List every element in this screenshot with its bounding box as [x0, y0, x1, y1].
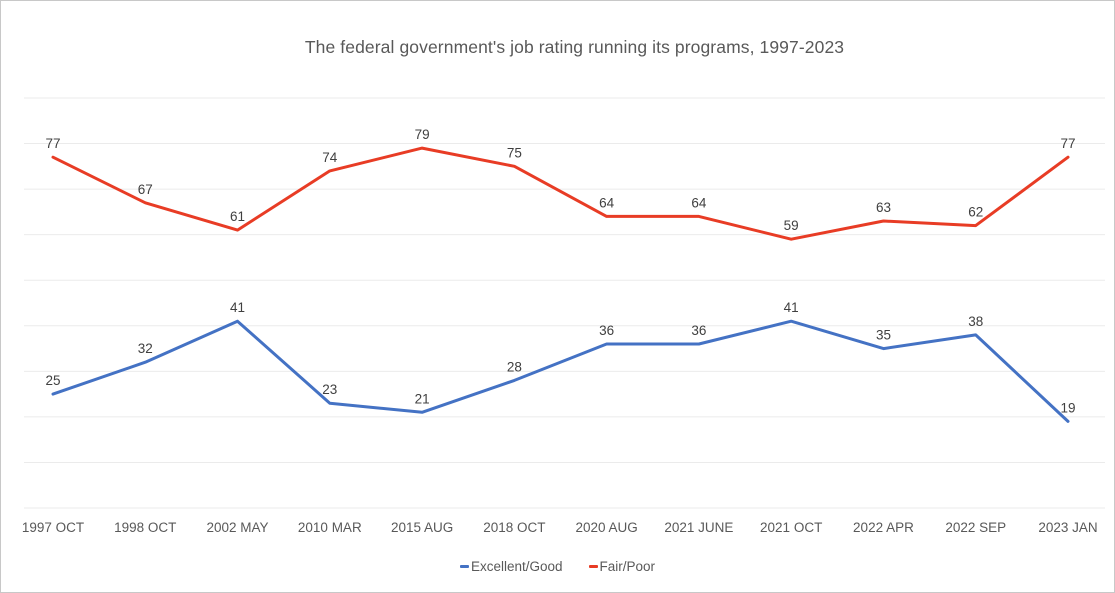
- x-axis-label: 2021 OCT: [760, 520, 822, 535]
- legend-item-excellent-good: Excellent/Good: [459, 559, 563, 574]
- data-label: 67: [138, 182, 153, 197]
- data-label: 36: [691, 323, 706, 338]
- data-label: 62: [968, 205, 983, 220]
- data-label: 38: [968, 314, 983, 329]
- x-axis-label: 2002 MAY: [207, 520, 269, 535]
- data-label: 41: [230, 300, 245, 315]
- data-label: 77: [1060, 136, 1075, 151]
- data-label: 79: [415, 127, 430, 142]
- data-label: 74: [322, 150, 338, 165]
- legend-label-excellent-good: Excellent/Good: [470, 559, 563, 574]
- data-label: 75: [507, 145, 522, 160]
- legend-marker-excellent-good-icon: [459, 565, 469, 568]
- legend: Excellent/Good Fair/Poor: [1, 559, 1114, 574]
- data-label: 36: [599, 323, 614, 338]
- data-label: 32: [138, 341, 153, 356]
- data-label: 64: [599, 195, 615, 210]
- data-label: 19: [1060, 400, 1075, 415]
- x-axis-label: 2022 SEP: [945, 520, 1006, 535]
- x-axis-label: 2010 MAR: [298, 520, 362, 535]
- legend-item-fair-poor: Fair/Poor: [588, 559, 656, 574]
- series-line-fair-poor: [51, 146, 1070, 241]
- x-axis-label: 2015 AUG: [391, 520, 453, 535]
- x-axis-label: 1998 OCT: [114, 520, 176, 535]
- series-line-excellent-good: [51, 319, 1070, 423]
- x-axis-label: 1997 OCT: [22, 520, 84, 535]
- data-label: 61: [230, 209, 245, 224]
- legend-marker-fair-poor-icon: [588, 565, 598, 568]
- x-axis-label: 2021 JUNE: [664, 520, 733, 535]
- data-label: 23: [322, 382, 337, 397]
- data-label: 41: [784, 300, 799, 315]
- x-axis-label: 2018 OCT: [483, 520, 545, 535]
- data-label: 63: [876, 200, 891, 215]
- chart-title: The federal government's job rating runn…: [304, 37, 845, 57]
- data-label: 28: [507, 359, 522, 374]
- data-label: 35: [876, 328, 891, 343]
- data-label: 59: [784, 218, 799, 233]
- x-axis-label: 2023 JAN: [1038, 520, 1097, 535]
- x-axis-label: 2022 APR: [853, 520, 914, 535]
- data-label: 21: [415, 391, 430, 406]
- x-axis-label: 2020 AUG: [575, 520, 637, 535]
- data-label: 25: [45, 373, 60, 388]
- data-label: 64: [691, 195, 707, 210]
- legend-label-fair-poor: Fair/Poor: [599, 559, 656, 574]
- data-label: 77: [45, 136, 60, 151]
